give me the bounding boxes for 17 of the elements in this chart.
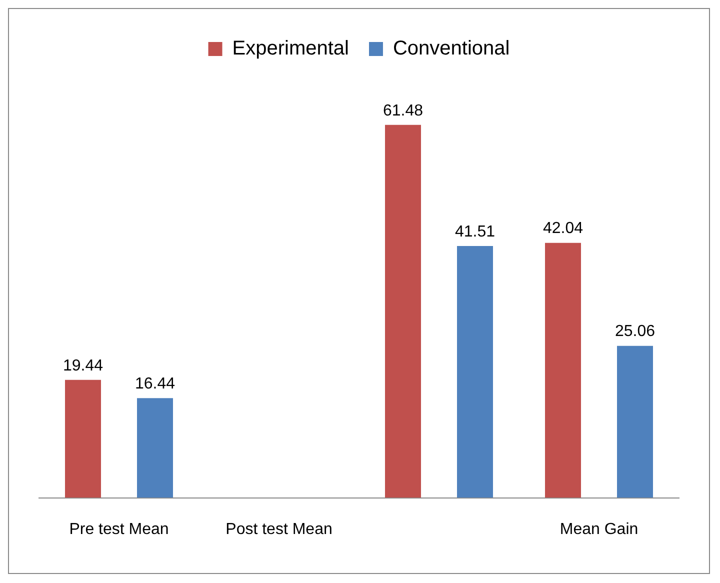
bar bbox=[617, 346, 653, 498]
data-label: 61.48 bbox=[382, 102, 424, 120]
x-tick-label: Post test Mean bbox=[226, 520, 332, 538]
data-label: 25.06 bbox=[614, 323, 656, 340]
legend-label: Experimental bbox=[232, 38, 349, 60]
data-label: 16.44 bbox=[134, 376, 176, 392]
data-label: 41.51 bbox=[454, 223, 496, 240]
bar bbox=[65, 380, 101, 498]
bar bbox=[385, 124, 421, 498]
data-label: 19.44 bbox=[62, 357, 104, 374]
x-tick-label: Pre test Mean bbox=[69, 520, 169, 538]
bar bbox=[545, 242, 581, 498]
data-label: 42.04 bbox=[542, 220, 584, 238]
x-tick-label: Mean Gain bbox=[560, 520, 638, 538]
legend-label: Conventional bbox=[392, 38, 510, 60]
bar bbox=[457, 246, 493, 498]
bar bbox=[137, 398, 173, 498]
